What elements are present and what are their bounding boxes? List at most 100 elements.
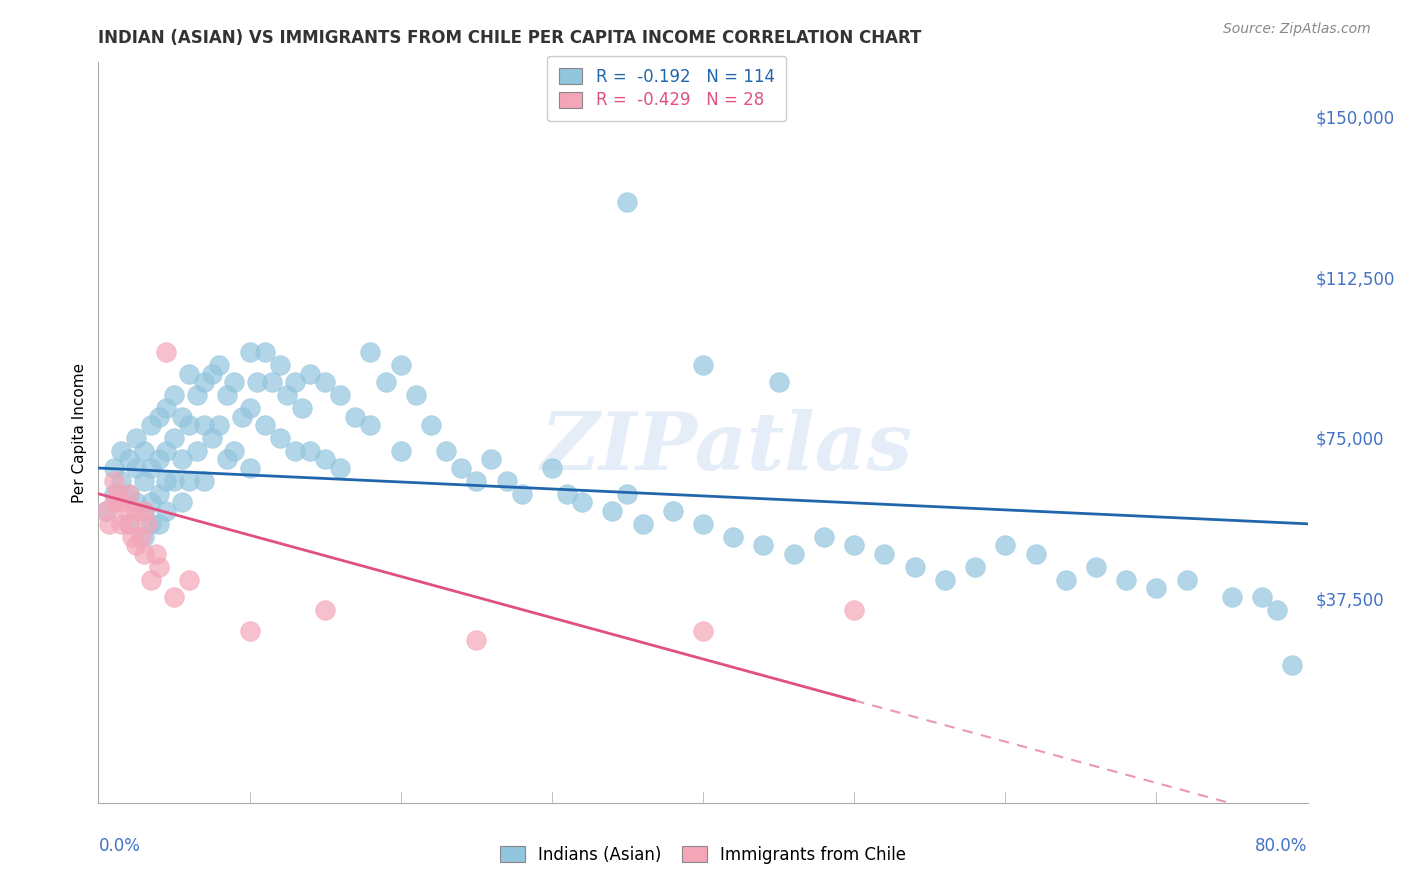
Point xyxy=(148,487,170,501)
Text: 0.0%: 0.0% xyxy=(98,837,141,855)
Point xyxy=(215,452,238,467)
Point xyxy=(239,461,262,475)
Point xyxy=(768,375,790,389)
Point xyxy=(132,530,155,544)
Point xyxy=(692,358,714,372)
Point xyxy=(186,388,208,402)
Point xyxy=(661,504,683,518)
Point xyxy=(125,538,148,552)
Point xyxy=(723,530,745,544)
Point xyxy=(344,409,367,424)
Point xyxy=(465,632,488,647)
Point xyxy=(224,375,246,389)
Y-axis label: Per Capita Income: Per Capita Income xyxy=(72,362,87,503)
Text: ZIPatlas: ZIPatlas xyxy=(541,409,914,486)
Point xyxy=(540,461,562,475)
Point xyxy=(692,624,714,639)
Point xyxy=(1281,658,1303,673)
Point xyxy=(141,495,163,509)
Point xyxy=(571,495,593,509)
Point xyxy=(179,367,201,381)
Point xyxy=(132,547,155,561)
Point xyxy=(125,431,148,445)
Point xyxy=(155,443,177,458)
Point xyxy=(170,452,193,467)
Point xyxy=(129,530,152,544)
Point xyxy=(155,345,177,359)
Point xyxy=(360,418,382,433)
Point xyxy=(148,452,170,467)
Point xyxy=(904,559,927,574)
Point xyxy=(141,418,163,433)
Point xyxy=(602,504,624,518)
Point xyxy=(114,504,136,518)
Point xyxy=(163,431,186,445)
Point xyxy=(135,516,157,531)
Point xyxy=(155,474,177,488)
Point xyxy=(616,487,638,501)
Point xyxy=(246,375,269,389)
Point xyxy=(262,375,284,389)
Point xyxy=(299,367,322,381)
Point xyxy=(148,559,170,574)
Legend: R =  -0.192   N = 114, R =  -0.429   N = 28: R = -0.192 N = 114, R = -0.429 N = 28 xyxy=(547,56,786,121)
Point xyxy=(291,401,314,415)
Legend: Indians (Asian), Immigrants from Chile: Indians (Asian), Immigrants from Chile xyxy=(494,839,912,871)
Point xyxy=(450,461,472,475)
Point xyxy=(179,474,201,488)
Point xyxy=(374,375,396,389)
Point xyxy=(1251,590,1274,604)
Point xyxy=(434,443,457,458)
Point xyxy=(239,624,262,639)
Point xyxy=(132,504,155,518)
Point xyxy=(389,443,412,458)
Point xyxy=(118,487,141,501)
Point xyxy=(692,516,714,531)
Point xyxy=(201,367,224,381)
Text: Source: ZipAtlas.com: Source: ZipAtlas.com xyxy=(1223,22,1371,37)
Point xyxy=(103,461,125,475)
Point xyxy=(132,443,155,458)
Point xyxy=(132,474,155,488)
Point xyxy=(276,388,298,402)
Point xyxy=(141,573,163,587)
Point xyxy=(193,474,215,488)
Point xyxy=(239,345,262,359)
Point xyxy=(813,530,835,544)
Point xyxy=(170,495,193,509)
Point xyxy=(269,431,291,445)
Point xyxy=(163,388,186,402)
Point xyxy=(105,487,128,501)
Point xyxy=(1054,573,1077,587)
Point xyxy=(1115,573,1137,587)
Point xyxy=(360,345,382,359)
Point xyxy=(193,375,215,389)
Point xyxy=(118,516,141,531)
Point xyxy=(163,474,186,488)
Point xyxy=(752,538,775,552)
Point xyxy=(118,452,141,467)
Point xyxy=(481,452,503,467)
Point xyxy=(110,495,132,509)
Point xyxy=(329,461,352,475)
Point xyxy=(965,559,987,574)
Point xyxy=(495,474,517,488)
Point xyxy=(98,516,121,531)
Point xyxy=(844,602,866,616)
Text: 80.0%: 80.0% xyxy=(1256,837,1308,855)
Point xyxy=(141,461,163,475)
Point xyxy=(1024,547,1046,561)
Point xyxy=(269,358,291,372)
Point xyxy=(1144,581,1167,595)
Point xyxy=(1085,559,1108,574)
Point xyxy=(1267,602,1289,616)
Point xyxy=(125,461,148,475)
Point xyxy=(110,443,132,458)
Point xyxy=(110,474,132,488)
Point xyxy=(239,401,262,415)
Point xyxy=(1175,573,1198,587)
Point xyxy=(193,418,215,433)
Point xyxy=(155,504,177,518)
Point xyxy=(118,516,141,531)
Point xyxy=(103,487,125,501)
